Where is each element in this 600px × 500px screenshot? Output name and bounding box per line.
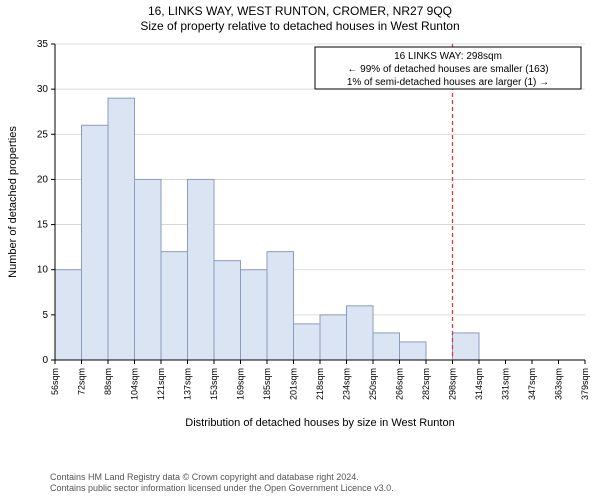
y-tick-label: 25: [37, 129, 49, 140]
x-tick-label: 201sqm: [289, 368, 299, 400]
x-tick-label: 250sqm: [368, 368, 378, 400]
x-tick-label: 56sqm: [50, 368, 60, 395]
x-tick-label: 282sqm: [421, 368, 431, 400]
histogram-bar: [82, 125, 109, 360]
y-tick-label: 0: [42, 355, 48, 366]
x-tick-label: 234sqm: [342, 368, 352, 400]
annotation-line-3: 1% of semi-detached houses are larger (1…: [347, 77, 549, 88]
x-tick-label: 185sqm: [262, 368, 272, 400]
supertitle: 16, LINKS WAY, WEST RUNTON, CROMER, NR27…: [0, 4, 600, 18]
x-tick-label: 72sqm: [77, 368, 87, 395]
y-tick-label: 5: [42, 310, 48, 321]
title: Size of property relative to detached ho…: [0, 19, 600, 33]
footer: Contains HM Land Registry data © Crown c…: [50, 472, 394, 495]
x-axis-label: Distribution of detached houses by size …: [185, 417, 454, 429]
annotation-line-2: ← 99% of detached houses are smaller (16…: [347, 64, 548, 75]
footer-line-2: Contains public sector information licen…: [50, 483, 394, 494]
y-tick-label: 30: [37, 84, 49, 95]
histogram-bar: [294, 324, 321, 360]
footer-line-1: Contains HM Land Registry data © Crown c…: [50, 472, 394, 483]
x-tick-label: 363sqm: [554, 368, 564, 400]
x-tick-label: 298sqm: [448, 368, 458, 400]
histogram-bar: [453, 333, 480, 360]
histogram-bar: [55, 270, 82, 360]
x-tick-label: 88sqm: [103, 368, 113, 395]
x-tick-label: 218sqm: [315, 368, 325, 400]
annotation-line-1: 16 LINKS WAY: 298sqm: [394, 51, 502, 62]
histogram-bar: [161, 252, 188, 360]
x-tick-label: 137sqm: [183, 368, 193, 400]
y-axis-label: Number of detached properties: [7, 126, 19, 278]
x-tick-label: 331sqm: [501, 368, 511, 400]
x-tick-label: 314sqm: [474, 368, 484, 400]
x-tick-label: 169sqm: [236, 368, 246, 400]
x-tick-label: 121sqm: [156, 368, 166, 400]
histogram-bar: [108, 98, 135, 360]
y-tick-label: 10: [37, 265, 49, 276]
histogram-bar: [400, 342, 427, 360]
x-tick-label: 153sqm: [209, 368, 219, 400]
y-tick-label: 35: [37, 39, 49, 50]
chart-titles: 16, LINKS WAY, WEST RUNTON, CROMER, NR27…: [0, 0, 600, 33]
histogram-bar: [241, 270, 268, 360]
histogram-bar: [267, 252, 294, 360]
chart-area: 0 5 10 15 20 25 30 35 56sqm 72sqm 88sqm 104sqm 121sq…: [0, 38, 600, 438]
histogram-bar: [347, 306, 374, 360]
histogram-bar: [214, 261, 241, 360]
histogram-bar: [188, 179, 215, 360]
x-tick-label: 347sqm: [527, 368, 537, 400]
histogram-bar: [373, 333, 400, 360]
x-tick-label: 379sqm: [580, 368, 590, 400]
histogram-bar: [135, 179, 162, 360]
y-tick-label: 15: [37, 220, 49, 231]
x-tick-label: 104sqm: [130, 368, 140, 400]
histogram-svg: 0 5 10 15 20 25 30 35 56sqm 72sqm 88sqm 104sqm 121sq…: [0, 38, 600, 438]
x-tick-label: 266sqm: [395, 368, 405, 400]
histogram-bar: [320, 315, 347, 360]
y-tick-label: 20: [37, 174, 49, 185]
